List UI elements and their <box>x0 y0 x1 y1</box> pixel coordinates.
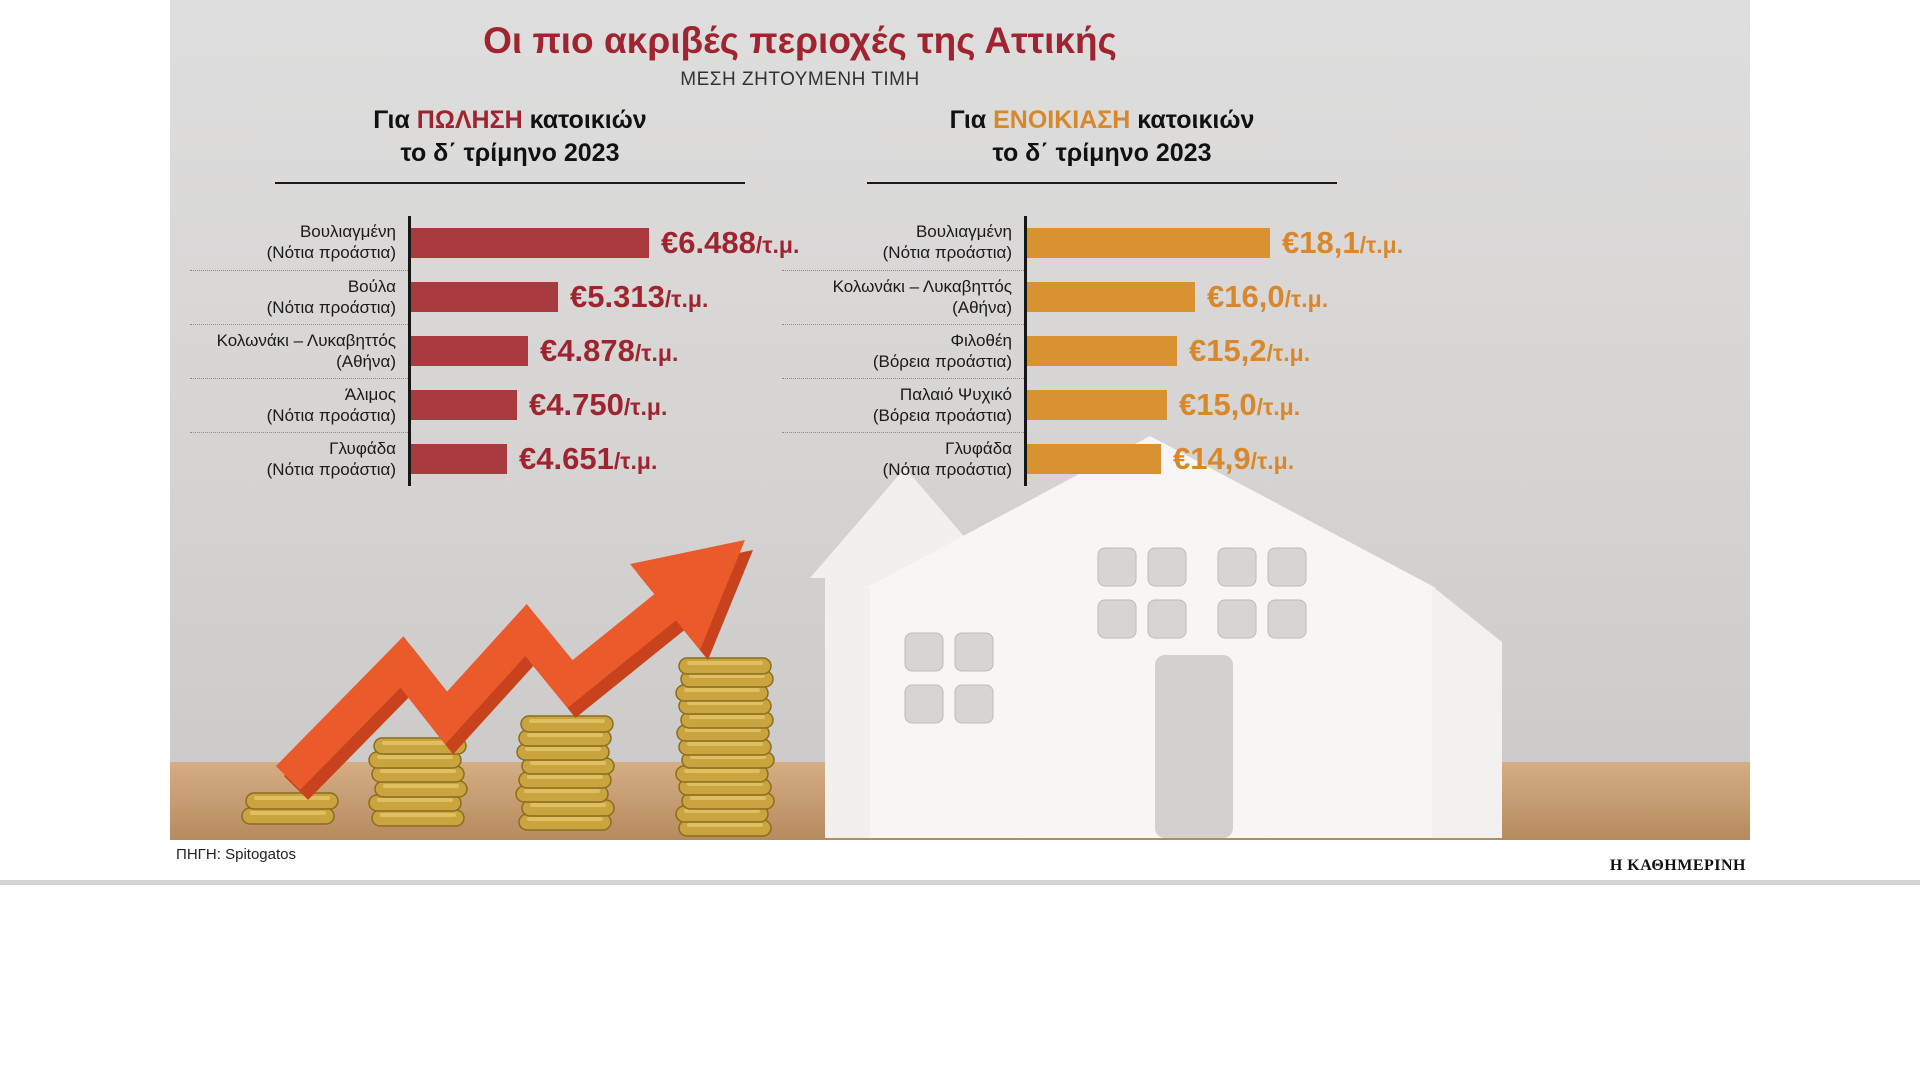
rent-bar <box>1027 444 1161 474</box>
rent-title-period: το δ΄ τρίμηνο 2023 <box>992 138 1212 167</box>
source-note: ΠΗΓΗ: Spitogatos <box>176 846 296 863</box>
rent-chart: Για ΕΝΟΙΚΙΑΣΗ κατοικιών το δ΄ τρίμηνο 20… <box>782 104 1422 486</box>
table-row: Βουλιαγμένη (Νότια προάστια) €18,1/τ.μ. <box>782 216 1422 270</box>
sale-title-suffix: κατοικιών <box>522 106 647 134</box>
coin-stacks-illustration <box>241 657 775 837</box>
sale-value: €6.488/τ.μ. <box>661 225 800 260</box>
table-row: Κολωνάκι – Λυκαβηττός (Αθήνα) €16,0/τ.μ. <box>782 270 1422 324</box>
table-row: Βούλα (Νότια προάστια) €5.313/τ.μ. <box>190 270 830 324</box>
sale-title-accent: ΠΩΛΗΣΗ <box>416 106 523 134</box>
rent-chart-title: Για ΕΝΟΙΚΙΑΣΗ κατοικιών το δ΄ τρίμηνο 20… <box>782 104 1422 169</box>
area-label: Βουλιαγμένη (Νότια προάστια) <box>882 222 1012 262</box>
sale-bar <box>411 282 558 312</box>
rent-bar <box>1027 282 1195 312</box>
area-label: Κολωνάκι – Λυκαβηττός (Αθήνα) <box>190 324 408 378</box>
sale-bar <box>411 228 649 258</box>
table-row: Γλυφάδα (Νότια προάστια) €14,9/τ.μ. <box>782 432 1422 486</box>
sale-title-prefix: Για <box>373 106 417 134</box>
sale-value: €5.313/τ.μ. <box>570 279 709 314</box>
table-row: Παλαιό Ψυχικό (Βόρεια προάστια) €15,0/τ.… <box>782 378 1422 432</box>
kathimerini-logo: Η ΚΑΘΗΜΕΡΙΝΗ <box>1609 857 1746 874</box>
rent-value: €16,0/τ.μ. <box>1207 279 1329 314</box>
rent-chart-divider <box>867 182 1337 184</box>
area-label: Παλαιό Ψυχικό (Βόρεια προάστια) <box>782 378 1024 432</box>
rent-value: €18,1/τ.μ. <box>1282 225 1404 260</box>
table-row: Γλυφάδα (Νότια προάστια) €4.651/τ.μ. <box>190 432 830 486</box>
sale-rows: Βουλιαγμένη (Νότια προάστια) €6.488/τ.μ.… <box>190 216 830 486</box>
rent-value: €14,9/τ.μ. <box>1173 441 1295 476</box>
growth-arrow-icon <box>275 540 753 800</box>
sale-value: €4.651/τ.μ. <box>519 441 658 476</box>
table-row: Βουλιαγμένη (Νότια προάστια) €6.488/τ.μ. <box>190 216 830 270</box>
rent-title-suffix: κατοικιών <box>1130 106 1255 134</box>
table-row: Άλιμος (Νότια προάστια) €4.750/τ.μ. <box>190 378 830 432</box>
wood-table <box>170 762 1750 840</box>
sale-chart-title: Για ΠΩΛΗΣΗ κατοικιών το δ΄ τρίμηνο 2023 <box>190 104 830 169</box>
sale-value: €4.878/τ.μ. <box>540 333 679 368</box>
rent-bar <box>1027 336 1177 366</box>
chart-header-block: Οι πιο ακριβές περιοχές της Αττικής ΜΕΣΗ… <box>170 20 1430 91</box>
table-row: Κολωνάκι – Λυκαβηττός (Αθήνα) €4.878/τ.μ… <box>190 324 830 378</box>
house-cutout-illustration <box>810 436 1502 838</box>
footer-divider <box>0 880 1920 885</box>
area-label: Γλυφάδα (Νότια προάστια) <box>190 432 408 486</box>
area-label: Βουλιαγμένη (Νότια προάστια) <box>266 222 396 262</box>
page-subtitle: ΜΕΣΗ ΖΗΤΟΥΜΕΝΗ ΤΙΜΗ <box>680 69 920 90</box>
rent-bar <box>1027 228 1270 258</box>
sale-bar <box>411 336 528 366</box>
area-label: Γλυφάδα (Νότια προάστια) <box>782 432 1024 486</box>
rent-title-prefix: Για <box>949 106 994 134</box>
rent-title-accent: ΕΝΟΙΚΙΑΣΗ <box>993 106 1131 134</box>
table-row: Φιλοθέη (Βόρεια προάστια) €15,2/τ.μ. <box>782 324 1422 378</box>
photo-background: Οι πιο ακριβές περιοχές της Αττικής ΜΕΣΗ… <box>170 0 1750 840</box>
sale-bar <box>411 390 517 420</box>
sale-chart: Για ΠΩΛΗΣΗ κατοικιών το δ΄ τρίμηνο 2023 … <box>190 104 830 486</box>
sale-chart-divider <box>275 182 745 184</box>
sale-title-period: το δ΄ τρίμηνο 2023 <box>400 138 620 167</box>
rent-bar <box>1027 390 1167 420</box>
sale-value: €4.750/τ.μ. <box>529 387 668 422</box>
area-label: Φιλοθέη (Βόρεια προάστια) <box>782 324 1024 378</box>
rent-value: €15,0/τ.μ. <box>1179 387 1301 422</box>
page-title: Οι πιο ακριβές περιοχές της Αττικής <box>483 20 1117 61</box>
sale-bar <box>411 444 507 474</box>
area-label: Άλιμος (Νότια προάστια) <box>190 378 408 432</box>
rent-rows: Βουλιαγμένη (Νότια προάστια) €18,1/τ.μ. … <box>782 216 1422 486</box>
area-label: Κολωνάκι – Λυκαβηττός (Αθήνα) <box>782 270 1024 324</box>
area-label: Βούλα (Νότια προάστια) <box>190 270 408 324</box>
rent-value: €15,2/τ.μ. <box>1189 333 1311 368</box>
